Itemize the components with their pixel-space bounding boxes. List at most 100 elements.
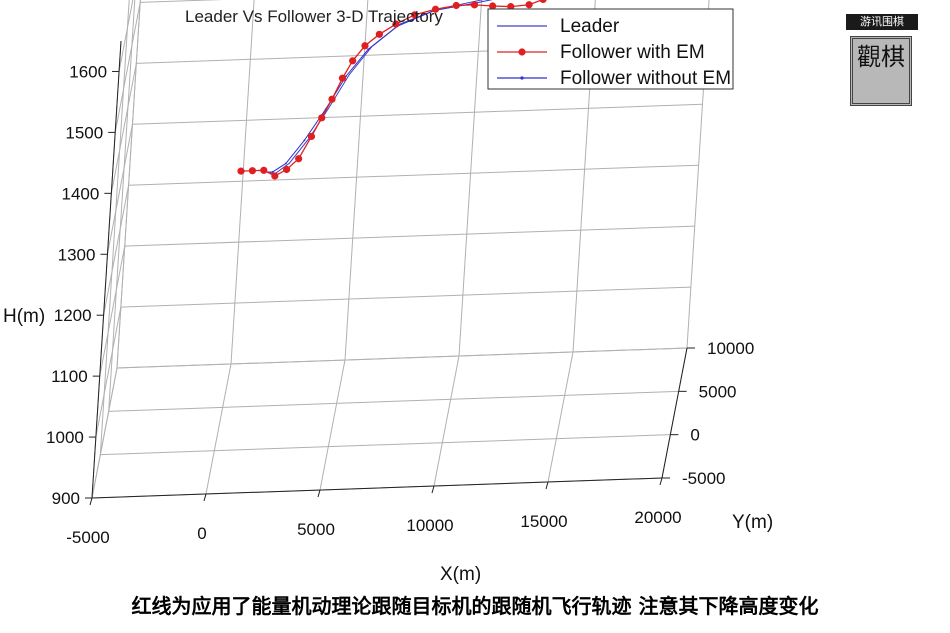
x-tick-label: 0 — [197, 524, 206, 543]
x-axis-label: X(m) — [440, 564, 481, 585]
grid-line-y-floor — [100, 434, 671, 456]
legend-label: Follower with EM — [560, 42, 705, 63]
watermark-main-text: 觀棋 — [857, 43, 905, 71]
x-tick-label: 20000 — [634, 508, 681, 527]
grid-line-z-side — [106, 124, 133, 255]
grid-line-x — [458, 0, 483, 357]
data-point — [489, 2, 497, 10]
legend-entry: Leader — [497, 16, 620, 37]
y-tick-label: -5000 — [682, 469, 725, 488]
data-point — [338, 74, 347, 82]
grid-line-x-floor — [205, 363, 232, 495]
data-point — [349, 57, 357, 65]
x-axis-line — [91, 477, 663, 499]
grid-line-z-side — [110, 63, 137, 194]
x-tick-mark — [431, 485, 435, 494]
watermark-logo: 游讯围棋 觀棋 — [846, 14, 918, 110]
x-tick-mark — [203, 493, 207, 502]
plot-area — [237, 0, 547, 180]
z-tick-label: 1300 — [58, 245, 96, 264]
grid-line-y-side — [108, 0, 136, 412]
data-point — [283, 165, 291, 174]
grid-line-x-floor — [433, 355, 460, 487]
data-point — [284, 162, 287, 165]
data-point — [318, 114, 326, 122]
data-point — [452, 1, 460, 10]
grid-line-z — [140, 0, 223, 3]
data-point — [271, 170, 274, 173]
grid-line-x-floor — [91, 367, 118, 499]
grid-line-x — [230, 0, 255, 365]
x-tick-mark — [659, 477, 663, 486]
y-tick-label: 10000 — [707, 339, 754, 358]
y-axis-label: Y(m) — [732, 512, 773, 533]
data-point — [295, 155, 303, 163]
series-line — [264, 0, 493, 173]
data-point — [260, 166, 268, 174]
y-tick-label: 0 — [690, 426, 699, 445]
grid-line-x-floor — [547, 351, 574, 483]
x-tick-label: 15000 — [520, 512, 567, 531]
legend-entry: Follower with EM — [497, 42, 705, 63]
series-follower-with-em — [237, 0, 547, 180]
legend[interactable]: Leader Follower with EM Follower without E… — [487, 8, 734, 90]
data-point — [271, 172, 279, 180]
x-tick-label: -5000 — [66, 528, 109, 547]
data-point — [525, 1, 533, 9]
z-axis-line — [91, 40, 122, 499]
data-point — [470, 1, 479, 9]
grid-line-z-side — [99, 246, 126, 377]
grid-line-z — [132, 103, 703, 125]
data-point — [303, 139, 306, 142]
grid-line-y-side — [99, 0, 130, 455]
x-tick-label: 5000 — [297, 520, 335, 539]
data-point — [539, 0, 547, 3]
y-tick-label: 5000 — [699, 382, 737, 401]
z-tick-label: 1600 — [69, 62, 107, 81]
data-point — [361, 42, 369, 50]
data-point — [328, 95, 336, 103]
grid-line-x — [686, 0, 710, 349]
z-tick-label: 1000 — [46, 428, 84, 447]
legend-label: Leader — [560, 16, 620, 37]
data-point — [431, 5, 440, 13]
grid-line-z — [128, 164, 699, 186]
grid-line-y-floor — [108, 390, 679, 412]
caption: 红线为应用了能量机动理论跟随目标机的跟随机飞行轨迹 注意其下降高度变化 — [131, 594, 819, 618]
data-point — [507, 3, 515, 11]
grid-line-x — [344, 0, 369, 361]
data-point — [367, 48, 370, 51]
y-axis-line — [661, 347, 688, 479]
data-point — [392, 20, 400, 28]
z-tick-label: 1200 — [54, 306, 92, 325]
axes: -5000 0 5000 10000 15000 20000 -5000 0 5000 10000… — [46, 40, 754, 547]
z-tick-label: 1100 — [51, 367, 88, 386]
grid-line-z-side — [95, 306, 122, 438]
legend-label: Follower without EM — [560, 68, 731, 89]
grid-line-z-side — [114, 2, 141, 133]
z-tick-label: 900 — [52, 489, 80, 508]
x-tick-mark — [545, 481, 549, 490]
grid-line-z — [120, 286, 691, 308]
z-tick-label: 1500 — [65, 123, 103, 142]
grid-line-x-floor — [319, 359, 346, 491]
legend-marker — [518, 48, 526, 56]
grid-line-y-floor — [116, 347, 688, 369]
grid-line-z — [124, 225, 695, 247]
legend-marker — [520, 76, 524, 80]
z-tick-label: 1400 — [62, 184, 100, 203]
x-tick-mark — [317, 489, 321, 498]
data-point — [248, 167, 257, 175]
grid-line-z-side — [103, 185, 130, 316]
data-point — [237, 167, 245, 175]
x-tick-label: 10000 — [406, 516, 453, 535]
chart-title: Leader Vs Follower 3-D Trajectory — [185, 7, 443, 26]
grid-line-x — [572, 0, 596, 353]
x-tick-mark — [89, 497, 93, 506]
z-axis-label: H(m) — [3, 306, 45, 327]
data-point — [307, 132, 316, 141]
watermark-seal: 觀棋 — [850, 36, 912, 106]
legend-entry: Follower without EM — [497, 68, 731, 89]
data-point — [375, 30, 383, 38]
